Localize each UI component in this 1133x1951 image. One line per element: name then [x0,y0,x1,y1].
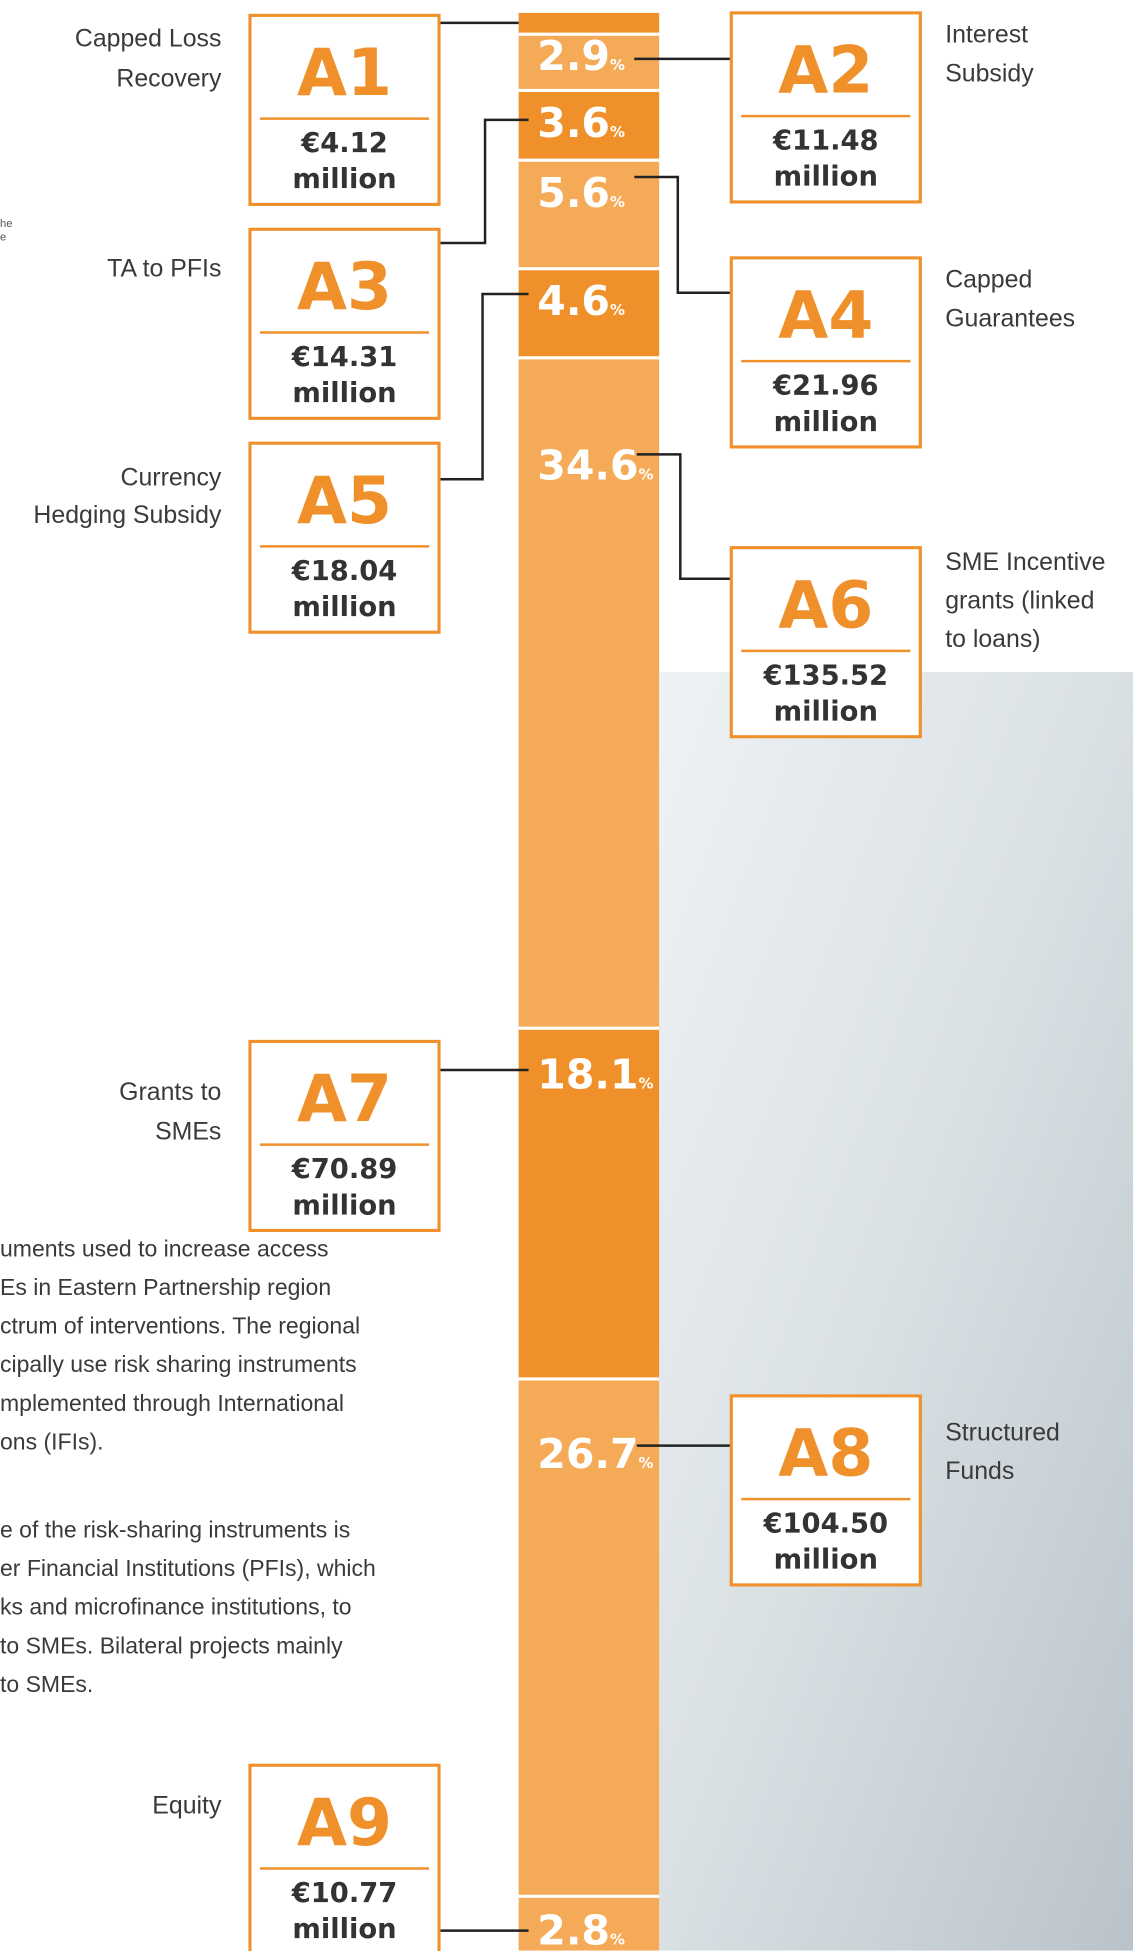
box-code: A6 [778,568,873,643]
instrument-name: SMEs [155,1118,221,1146]
box-amount: €14.31 [291,342,398,373]
connector [439,120,529,243]
instrument-name: Hedging Subsidy [33,501,222,529]
percent-value: 2.8 [537,1906,610,1951]
instrument-name: Equity [152,1792,222,1820]
instrument-name: Grants to [119,1078,221,1106]
box-amount: €21.96 [772,371,879,402]
instrument-name: Funds [945,1457,1014,1485]
box-code: A9 [297,1786,392,1861]
instrument-name: Guarantees [945,304,1075,332]
percent-value: 34.6 [537,441,638,489]
percent-value: 4.6 [537,277,610,325]
box-code: A5 [297,464,392,539]
instrument-name: Subsidy [945,59,1034,87]
percent-unit: % [610,193,625,211]
body-text: hee uments used to increase access Es in E… [0,218,376,1697]
box-amount-unit: million [292,1914,396,1945]
percent-value: 3.6 [537,99,610,147]
box-amount-unit: million [774,1545,878,1576]
background-photo [659,672,1133,1951]
instrument-name: Capped [945,266,1032,294]
box-amount: €104.50 [762,1509,888,1540]
box-amount-unit: million [774,697,878,728]
box-amount: €4.12 [300,128,388,159]
bar-segment [519,13,660,34]
instrument-name: Recovery [116,64,222,92]
box-amount-unit: million [292,164,396,195]
box-code: A2 [778,33,873,108]
connector [439,294,529,479]
fragment: e [0,231,6,243]
paragraph-line: uments used to increase access [0,1236,329,1262]
percent-value: 26.7 [537,1430,638,1478]
percent-unit: % [639,465,654,483]
instrument-name: SME Incentive [945,548,1105,576]
box-code: A7 [297,1062,392,1137]
box-amount: €18.04 [291,556,398,587]
box-amount: €11.48 [772,126,879,157]
box-code: A3 [297,250,392,325]
paragraph-line: er Financial Institutions (PFIs), which [0,1555,376,1581]
infographic: hee uments used to increase access Es in E… [0,0,1133,1951]
paragraph-line: ctrum of interventions. The regional [0,1313,360,1339]
instrument-name: to loans) [945,625,1040,653]
box-amount-unit: million [292,378,396,409]
paragraph-line: ks and microfinance institutions, to [0,1594,352,1620]
percent-unit: % [639,1075,654,1093]
percent-label: 26.7% [537,1430,653,1478]
box-amount-unit: million [774,407,878,438]
paragraph-line: to SMEs. Bilateral projects mainly [0,1632,343,1658]
box-amount-unit: million [292,592,396,623]
box-amount: €135.52 [762,660,888,691]
percent-label: 18.1% [537,1051,653,1099]
box-code: A8 [778,1416,873,1491]
percent-unit: % [639,1454,654,1472]
percent-value: 5.6 [537,169,610,217]
stacked-bar: 2.9%3.6%5.6%4.6%34.6%18.1%26.7%2.8% [519,13,660,1951]
instrument-name: Interest [945,21,1028,49]
percent-value: 2.9 [537,32,610,80]
instrument-name: Capped Loss [75,24,222,52]
box-amount-unit: million [292,1190,396,1221]
percent-label: 34.6% [537,441,653,489]
paragraph-line: e of the risk-sharing instruments is [0,1517,350,1543]
box-code: A4 [778,278,873,353]
box-code: A1 [297,36,392,111]
instrument-name: Structured [945,1419,1060,1447]
instrument-name: TA to PFIs [107,255,221,283]
paragraph-line: to SMEs. [0,1671,93,1697]
box-amount: €10.77 [291,1878,398,1909]
instrument-name: Currency [121,463,222,491]
box-amount: €70.89 [291,1154,398,1185]
fragment: he [0,218,12,230]
instrument-name: grants (linked [945,587,1094,615]
paragraph-line: mplemented through International [0,1390,344,1416]
percent-unit: % [610,301,625,319]
percent-unit: % [610,56,625,74]
percent-unit: % [610,123,625,141]
paragraph-line: cipally use risk sharing instruments [0,1351,357,1377]
paragraph-line: ons (IFIs). [0,1428,104,1454]
box-amount-unit: million [774,162,878,193]
percent-unit: % [610,1930,625,1948]
paragraph-line: Es in Eastern Partnership region [0,1274,331,1300]
percent-value: 18.1 [537,1051,638,1099]
